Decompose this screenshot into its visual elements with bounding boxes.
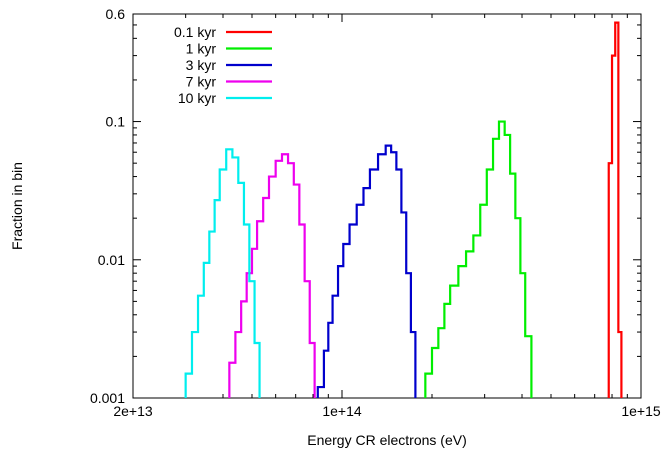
series-line-4 (184, 148, 261, 398)
y-axis-title: Fraction in bin (9, 162, 25, 250)
legend-label: 1 kyr (186, 41, 217, 57)
plot-frame (132, 13, 642, 399)
legend-label: 3 kyr (186, 57, 217, 73)
x-tick-label: 2e+13 (113, 403, 153, 419)
y-tick-label: 0.6 (106, 6, 126, 22)
series-line-2 (316, 144, 417, 398)
x-tick-label: 1e+14 (322, 403, 362, 419)
x-tick-label: 1e+15 (621, 403, 661, 419)
series-group (184, 21, 623, 398)
y-tick-label: 0.1 (106, 114, 126, 130)
y-tick-label: 0.01 (98, 252, 125, 268)
series-line-1 (424, 120, 533, 398)
x-axis-title: Energy CR electrons (eV) (307, 432, 467, 448)
series-line-0 (607, 21, 623, 398)
series-line-3 (228, 153, 316, 398)
legend-label: 0.1 kyr (174, 24, 216, 40)
y-tick-label: 0.001 (90, 390, 125, 406)
legend-label: 10 kyr (178, 90, 216, 106)
axis-ticks: 2e+13 1e+14 1e+15 0.001 0.01 0.1 0.6 (90, 6, 661, 419)
legend-label: 7 kyr (186, 74, 217, 90)
